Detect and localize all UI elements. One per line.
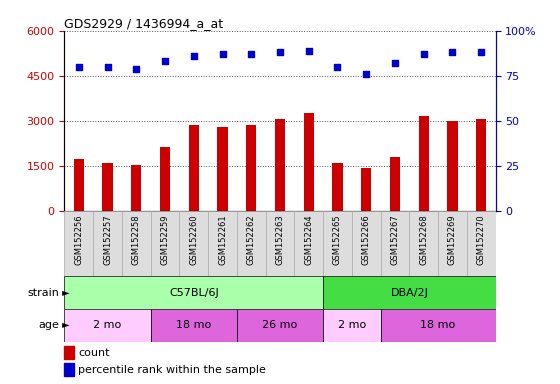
Text: 18 mo: 18 mo xyxy=(421,320,456,331)
Bar xyxy=(265,211,295,276)
Bar xyxy=(361,167,371,211)
Text: GSM152263: GSM152263 xyxy=(276,214,284,265)
Point xyxy=(390,60,399,66)
Point xyxy=(103,64,112,70)
Point xyxy=(304,48,313,54)
Bar xyxy=(323,309,381,342)
Point xyxy=(218,51,227,57)
Text: count: count xyxy=(78,348,110,358)
Bar xyxy=(275,119,285,211)
Bar xyxy=(333,163,343,211)
Bar xyxy=(237,309,323,342)
Point xyxy=(448,49,457,55)
Text: GSM152268: GSM152268 xyxy=(419,214,428,265)
Bar xyxy=(217,127,227,211)
Text: GSM152267: GSM152267 xyxy=(390,214,399,265)
Text: C57BL/6J: C57BL/6J xyxy=(169,288,218,298)
Bar xyxy=(93,211,122,276)
Text: GDS2929 / 1436994_a_at: GDS2929 / 1436994_a_at xyxy=(64,17,223,30)
Bar xyxy=(419,116,429,211)
Bar xyxy=(64,276,323,309)
Text: GSM152260: GSM152260 xyxy=(189,214,198,265)
Text: GSM152265: GSM152265 xyxy=(333,214,342,265)
Bar xyxy=(467,211,496,276)
Text: GSM152269: GSM152269 xyxy=(448,214,457,265)
Bar xyxy=(390,157,400,211)
Point xyxy=(333,64,342,70)
Bar xyxy=(237,211,265,276)
Text: ►: ► xyxy=(59,288,69,298)
Bar xyxy=(64,211,93,276)
Text: age: age xyxy=(38,320,59,331)
Bar xyxy=(323,211,352,276)
Point xyxy=(276,49,284,55)
Bar xyxy=(352,211,381,276)
Point xyxy=(362,71,371,77)
Bar xyxy=(438,211,467,276)
Bar xyxy=(189,126,199,211)
Text: GSM152258: GSM152258 xyxy=(132,214,141,265)
Bar xyxy=(160,147,170,211)
Point xyxy=(161,58,170,65)
Text: 2 mo: 2 mo xyxy=(338,320,366,331)
Bar xyxy=(295,211,323,276)
Text: percentile rank within the sample: percentile rank within the sample xyxy=(78,365,266,375)
Point xyxy=(419,51,428,57)
Bar xyxy=(323,276,496,309)
Bar xyxy=(246,126,256,211)
Bar xyxy=(447,121,458,211)
Text: 18 mo: 18 mo xyxy=(176,320,211,331)
Text: GSM152264: GSM152264 xyxy=(304,214,313,265)
Text: ►: ► xyxy=(59,320,69,331)
Point xyxy=(247,51,256,57)
Point xyxy=(189,53,198,59)
Text: GSM152266: GSM152266 xyxy=(362,214,371,265)
Text: 26 mo: 26 mo xyxy=(263,320,297,331)
Point xyxy=(477,49,486,55)
Text: GSM152257: GSM152257 xyxy=(103,214,112,265)
Bar xyxy=(131,165,141,211)
Bar xyxy=(102,163,113,211)
Bar xyxy=(409,211,438,276)
Bar xyxy=(179,211,208,276)
Text: 2 mo: 2 mo xyxy=(94,320,122,331)
Point xyxy=(74,64,83,70)
Text: GSM152256: GSM152256 xyxy=(74,214,83,265)
Point xyxy=(132,66,141,72)
Bar xyxy=(151,309,237,342)
Text: DBA/2J: DBA/2J xyxy=(390,288,428,298)
Bar xyxy=(381,309,496,342)
Text: strain: strain xyxy=(27,288,59,298)
Bar xyxy=(304,113,314,211)
Text: GSM152262: GSM152262 xyxy=(247,214,256,265)
Bar xyxy=(208,211,237,276)
Text: GSM152261: GSM152261 xyxy=(218,214,227,265)
Bar xyxy=(381,211,409,276)
Bar xyxy=(151,211,179,276)
Text: GSM152270: GSM152270 xyxy=(477,214,486,265)
Bar xyxy=(64,309,151,342)
Bar xyxy=(122,211,151,276)
Bar xyxy=(74,159,84,211)
Text: GSM152259: GSM152259 xyxy=(161,214,170,265)
Bar xyxy=(476,119,486,211)
